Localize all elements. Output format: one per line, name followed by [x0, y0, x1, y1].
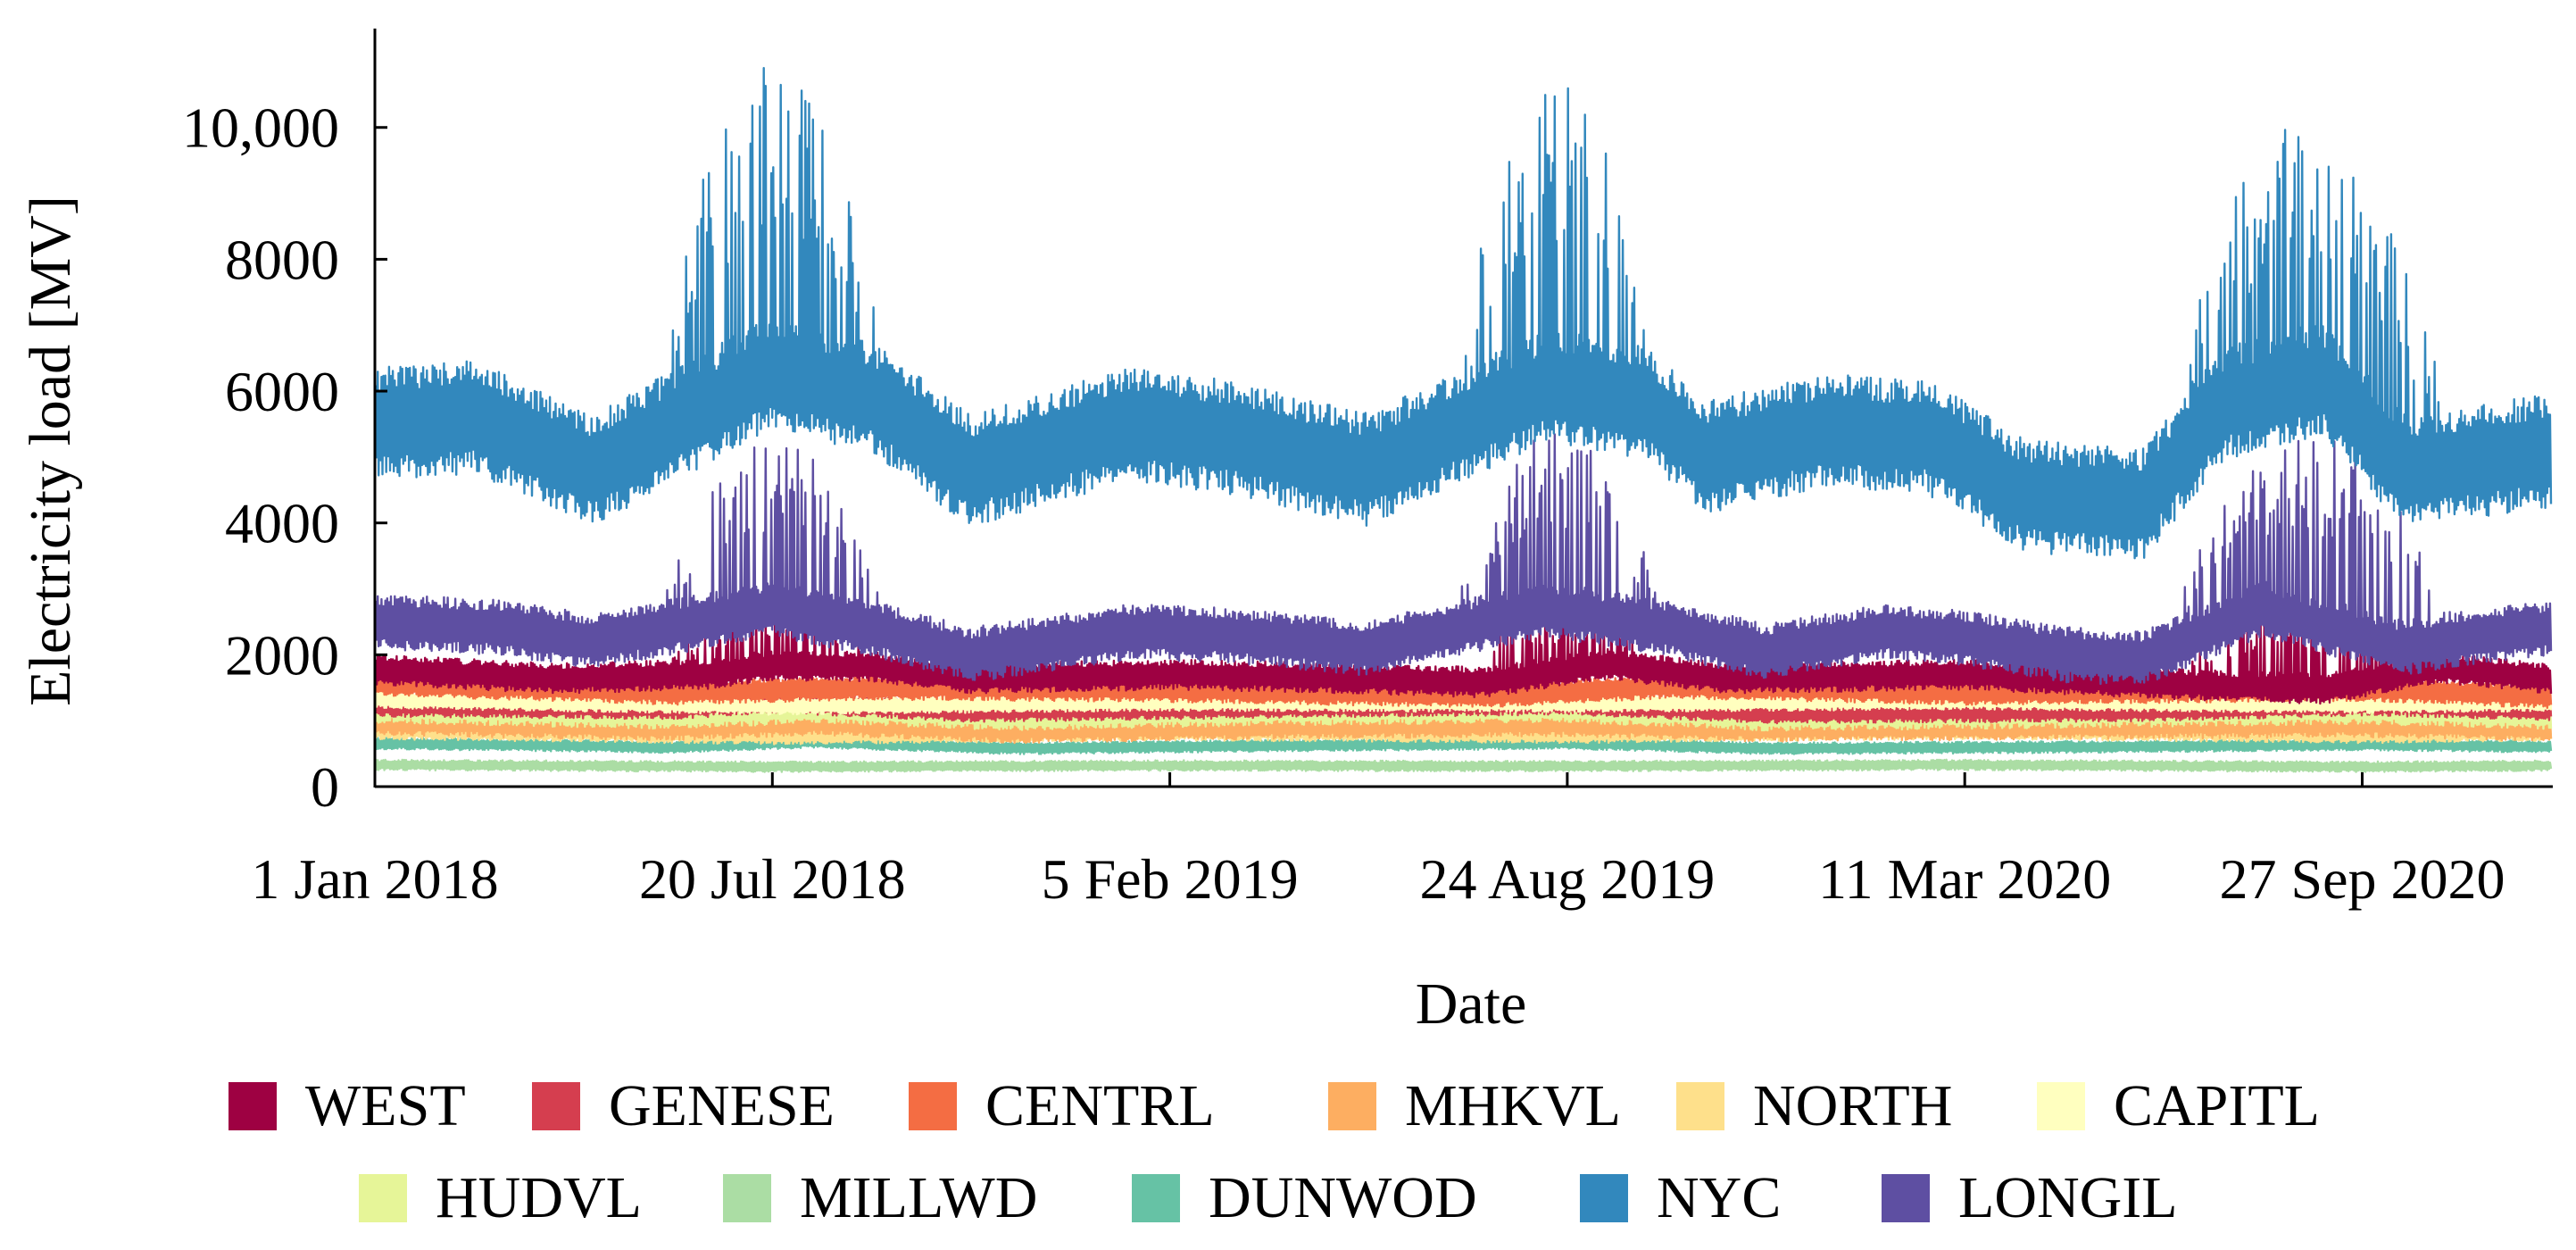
legend-swatch-hudvl — [359, 1174, 407, 1222]
legend: WEST GENESE CENTRL MHKVL NORTH CAPITL HUDVL MIL… — [229, 1073, 2320, 1230]
y-axis-title: Electricity load [MV] — [18, 196, 83, 706]
series-line-longil — [373, 433, 2553, 686]
axes-layer — [373, 29, 2553, 788]
legend-label-capitl: CAPITL — [2114, 1073, 2320, 1138]
legend-swatch-capitl — [2037, 1082, 2085, 1130]
x-axis-title: Date — [1416, 971, 1527, 1037]
ticks-layer: 0 2000 4000 6000 8000 10,000 1 Jan 2018 20 Jul … — [182, 96, 2505, 911]
legend-swatch-millwd — [723, 1174, 771, 1222]
legend-label-nyc: NYC — [1657, 1165, 1781, 1230]
x-tick-label: 5 Feb 2019 — [1042, 847, 1299, 911]
legend-label-west: WEST — [305, 1073, 466, 1138]
legend-label-genese: GENESE — [609, 1073, 835, 1138]
legend-swatch-nyc — [1580, 1174, 1628, 1222]
y-tick-label: 0 — [311, 755, 339, 819]
legend-swatch-west — [229, 1082, 277, 1130]
series-line-west — [373, 608, 2553, 705]
series-layer — [373, 67, 2553, 773]
legend-swatch-genese — [532, 1082, 580, 1130]
legend-swatch-mhkvl — [1328, 1082, 1376, 1130]
x-tick-label: 1 Jan 2018 — [251, 847, 498, 911]
legend-swatch-north — [1676, 1082, 1724, 1130]
legend-label-mhkvl: MHKVL — [1405, 1073, 1621, 1138]
legend-label-dunwod: DUNWOD — [1209, 1165, 1477, 1230]
legend-label-millwd: MILLWD — [800, 1165, 1037, 1230]
legend-label-north: NORTH — [1753, 1073, 1952, 1138]
series-line-nyc — [373, 67, 2553, 560]
x-tick-label: 27 Sep 2020 — [2219, 847, 2505, 911]
legend-label-centrl: CENTRL — [985, 1073, 1215, 1138]
legend-swatch-longil — [1882, 1174, 1930, 1222]
legend-label-longil: LONGIL — [1958, 1165, 2178, 1230]
y-tick-label: 10,000 — [182, 96, 339, 160]
y-tick-label: 8000 — [225, 228, 339, 291]
y-tick-label: 2000 — [225, 623, 339, 687]
y-tick-label: 4000 — [225, 492, 339, 555]
series-line-dunwod — [373, 735, 2553, 755]
x-tick-label: 20 Jul 2018 — [639, 847, 906, 911]
legend-swatch-dunwod — [1132, 1174, 1180, 1222]
legend-swatch-centrl — [909, 1082, 957, 1130]
series-line-millwd — [373, 758, 2553, 773]
x-tick-label: 24 Aug 2019 — [1420, 847, 1716, 911]
legend-label-hudvl: HUDVL — [436, 1165, 642, 1230]
y-tick-label: 6000 — [225, 360, 339, 423]
x-tick-label: 11 Mar 2020 — [1818, 847, 2111, 911]
